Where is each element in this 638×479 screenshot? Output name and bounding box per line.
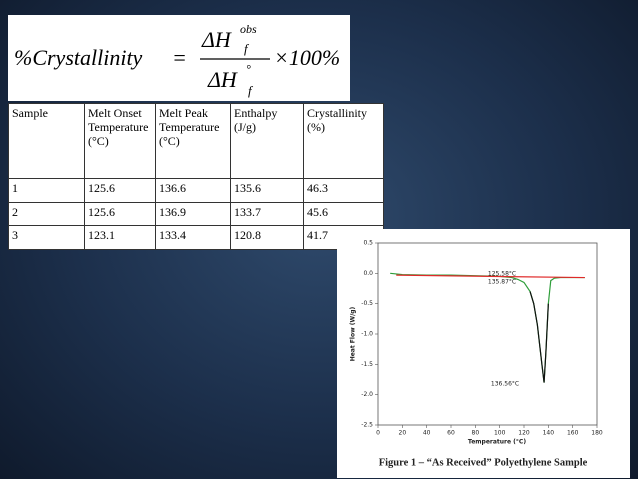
table-cell: 136.9: [155, 201, 231, 227]
annotation: 125.58°C: [488, 271, 516, 278]
table-row: 2 125.6 136.9 133.7 45.6: [8, 201, 384, 227]
table-cell: 125.6: [84, 201, 156, 227]
table-cell: 125.6: [84, 178, 156, 203]
table-cell: 3: [8, 225, 85, 250]
numerator-sub: f: [244, 41, 250, 56]
y-tick-label: 0.5: [363, 240, 373, 247]
table-cell: 133.7: [230, 201, 304, 227]
numerator: ΔH: [201, 27, 232, 52]
header-cell: Crystallinity (%): [303, 103, 384, 179]
table-row: Sample Melt Onset Temperature (°C) Melt Pe…: [8, 103, 384, 179]
annotation: 135.87°C: [488, 279, 516, 286]
x-tick-label: 20: [399, 430, 407, 437]
y-tick-label: -2.5: [361, 422, 373, 429]
y-tick-label: -1.0: [361, 331, 373, 338]
y-axis-label: Heat Flow (W/g): [350, 306, 357, 361]
chart: Temperature (°C) Heat Flow (W/g) Figure …: [337, 229, 630, 478]
y-tick-label: 0.0: [363, 270, 373, 277]
header-cell: Enthalpy (J/g): [230, 103, 304, 179]
table-row: 1 125.6 136.6 135.6 46.3: [8, 178, 384, 203]
data-line: [529, 291, 549, 383]
table-cell: 1: [8, 178, 85, 203]
x-axis-label: Temperature (°C): [468, 439, 526, 446]
x-tick-label: 120: [518, 430, 530, 437]
data-line: [390, 272, 585, 383]
equation-lhs: %Crystallinity: [14, 45, 143, 70]
table-cell: 135.6: [230, 178, 304, 203]
x-tick-label: 140: [543, 430, 555, 437]
header-cell: Melt Peak Temperature (°C): [155, 103, 231, 179]
data-table: Sample Melt Onset Temperature (°C) Melt Pe…: [8, 103, 384, 250]
table-row: 3 123.1 133.4 120.8 41.7: [8, 225, 384, 250]
y-tick-label: -2.0: [361, 391, 373, 398]
caption: Figure 1 – “As Received” Polyethylene Sa…: [379, 457, 588, 468]
denominator-sup: °: [246, 62, 251, 76]
y-tick-label: -0.5: [361, 300, 373, 307]
data-line: [396, 274, 585, 279]
x-tick-label: 180: [591, 430, 603, 437]
table-cell: 133.4: [155, 225, 231, 250]
x-tick-label: 60: [447, 430, 455, 437]
x-tick-label: 80: [472, 430, 480, 437]
equation: %Crystallinity = ΔH obs f ΔH ° f ×100%: [8, 15, 350, 101]
denominator: ΔH: [207, 67, 238, 92]
x-tick-label: 0: [376, 430, 380, 437]
table-cell: 2: [8, 201, 85, 227]
table-cell: 136.6: [155, 178, 231, 203]
x-tick-label: 160: [567, 430, 579, 437]
header-cell: Sample: [8, 103, 85, 179]
equation-equals: =: [172, 45, 187, 70]
table-cell: 45.6: [303, 201, 384, 227]
x-tick-label: 100: [494, 430, 506, 437]
header-cell: Melt Onset Temperature (°C): [84, 103, 156, 179]
denominator-sub: f: [248, 83, 254, 98]
y-tick-label: -1.5: [361, 361, 373, 368]
table-cell: 46.3: [303, 178, 384, 203]
table-cell: 123.1: [84, 225, 156, 250]
numerator-sup: obs: [240, 22, 257, 36]
annotation: 136.56°C: [491, 381, 519, 388]
multiplier: ×100%: [274, 45, 340, 70]
x-tick-label: 40: [423, 430, 431, 437]
table-cell: 120.8: [230, 225, 304, 250]
